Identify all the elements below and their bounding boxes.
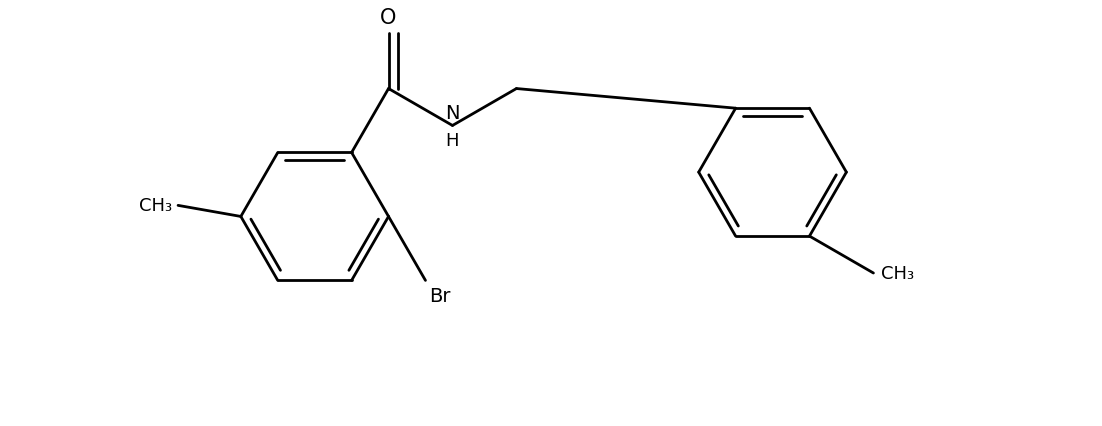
Text: CH₃: CH₃ [139,197,172,215]
Text: N: N [445,104,460,123]
Text: Br: Br [429,287,451,305]
Text: O: O [380,8,397,28]
Text: H: H [445,132,460,150]
Text: CH₃: CH₃ [880,265,914,282]
